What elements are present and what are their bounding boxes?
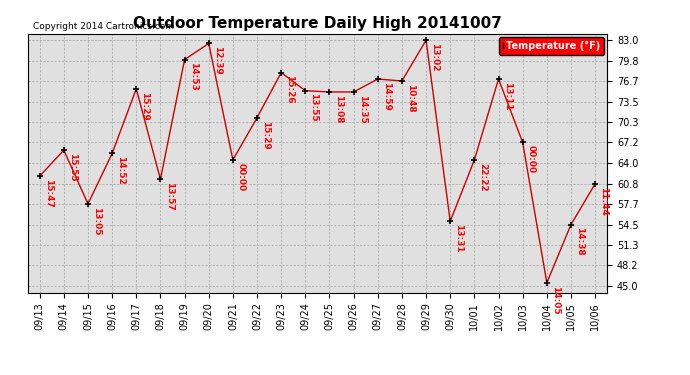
Text: 14:05: 14:05: [551, 286, 560, 314]
Text: 14:52: 14:52: [117, 156, 126, 185]
Text: 13:55: 13:55: [310, 93, 319, 122]
Text: 13:11: 13:11: [503, 82, 512, 110]
Text: Copyright 2014 Cartronics.com: Copyright 2014 Cartronics.com: [33, 22, 175, 31]
Text: 12:39: 12:39: [213, 46, 222, 75]
Text: 15:29: 15:29: [141, 92, 150, 120]
Text: 14:59: 14:59: [382, 82, 391, 111]
Text: 13:31: 13:31: [455, 224, 464, 253]
Text: 15:55: 15:55: [68, 153, 77, 182]
Text: 22:22: 22:22: [479, 163, 488, 191]
Text: 14:53: 14:53: [189, 62, 198, 91]
Text: 15:47: 15:47: [44, 179, 53, 208]
Text: 14:38: 14:38: [575, 227, 584, 256]
Legend: Temperature (°F): Temperature (°F): [500, 37, 604, 54]
Title: Outdoor Temperature Daily High 20141007: Outdoor Temperature Daily High 20141007: [133, 16, 502, 31]
Text: 13:57: 13:57: [165, 182, 174, 211]
Text: 13:05: 13:05: [92, 207, 101, 235]
Text: 00:00: 00:00: [527, 145, 536, 173]
Text: 13:08: 13:08: [334, 95, 343, 123]
Text: 00:00: 00:00: [237, 163, 246, 191]
Text: 13:02: 13:02: [431, 43, 440, 72]
Text: 11:44: 11:44: [600, 187, 609, 216]
Text: 15:26: 15:26: [286, 75, 295, 104]
Text: 15:29: 15:29: [262, 121, 270, 149]
Text: 10:48: 10:48: [406, 84, 415, 112]
Text: 14:35: 14:35: [358, 95, 367, 123]
